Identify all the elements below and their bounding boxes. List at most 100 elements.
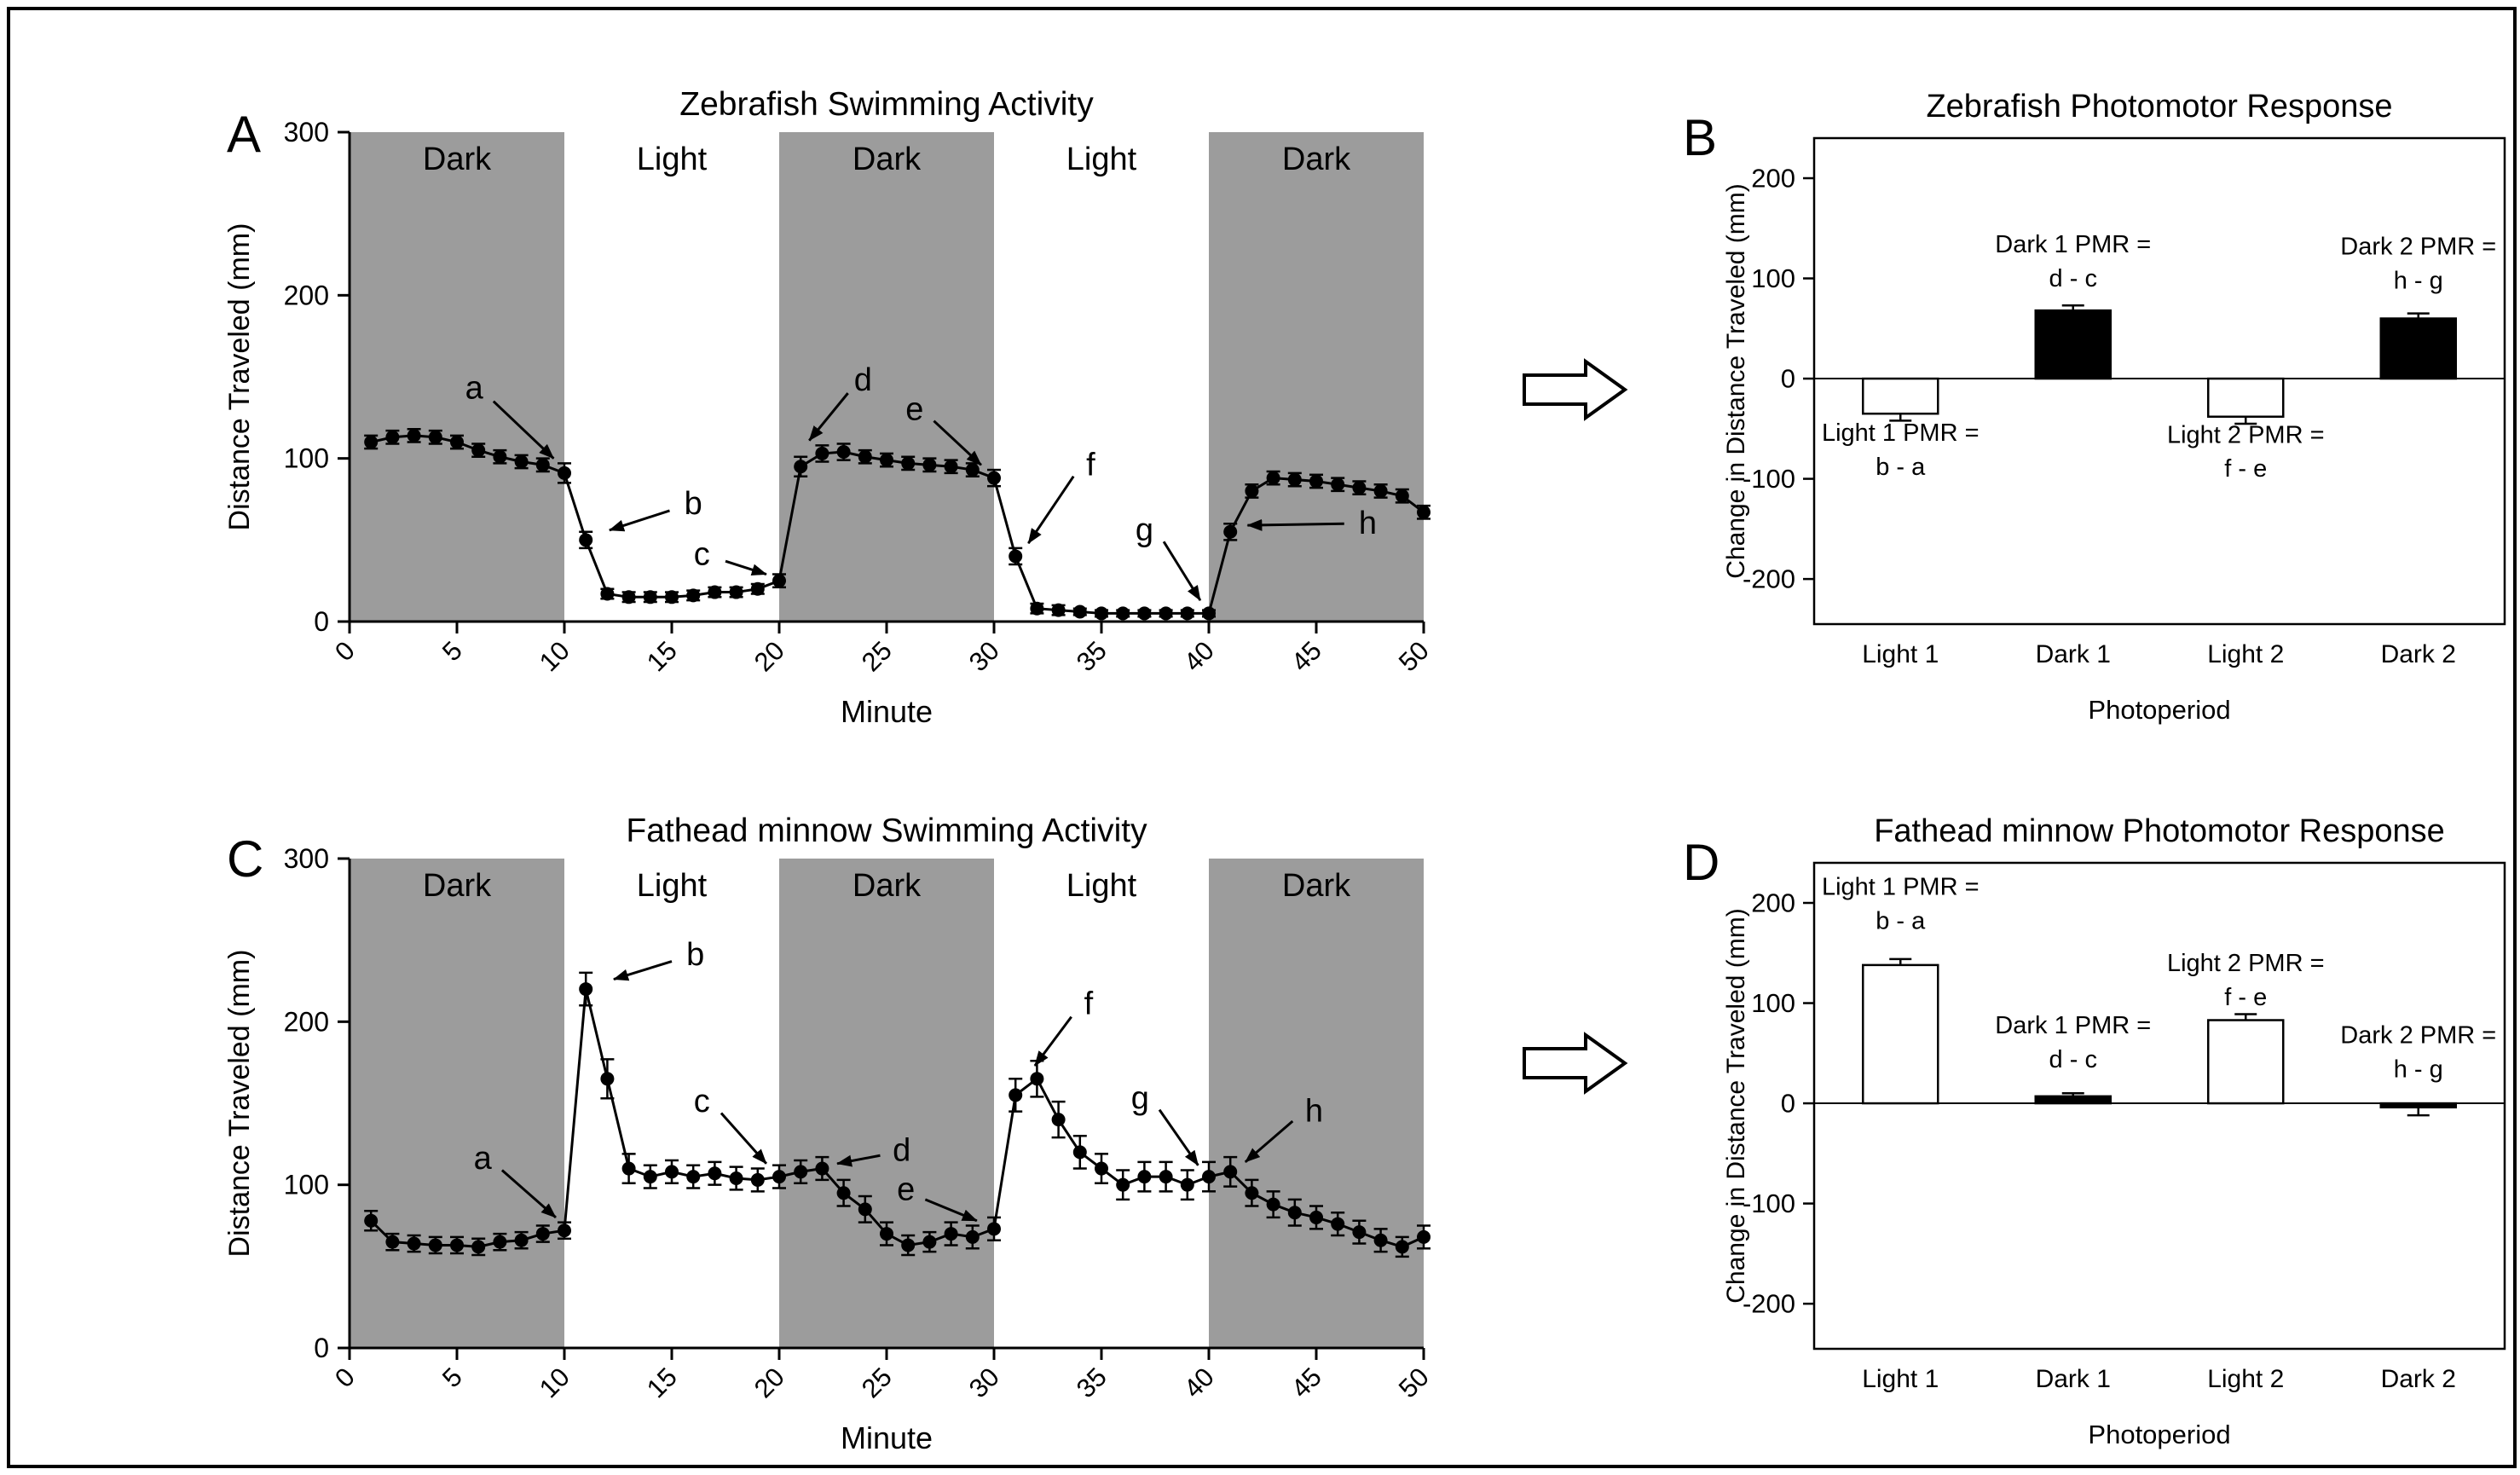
svg-text:Light 2 PMR =: Light 2 PMR = [2167,421,2325,448]
svg-text:Dark: Dark [1282,142,1351,177]
dark-period-shading [350,132,1424,622]
svg-text:0: 0 [314,606,329,637]
svg-text:b: b [685,486,702,522]
svg-text:h - g: h - g [2394,1056,2443,1084]
zebrafish-pmr-bar-chart: -200 -100 0 100 200 Light 1 PMR = b - a Dark 1 … [1722,89,2506,725]
minnow-activity-line-chart: Dark Light Dark Light Dark 0 100 200 300 0 5 10 15 20… [223,813,1435,1455]
svg-text:20: 20 [748,635,790,677]
svg-text:Dark: Dark [853,142,922,177]
svg-text:200: 200 [284,280,329,310]
flow-arrow-bottom [1523,1032,1628,1095]
svg-text:15: 15 [641,635,683,677]
y-axis-label: Distance Traveled (mm) [223,950,256,1258]
svg-text:Dark 1 PMR =: Dark 1 PMR = [1995,231,2151,258]
svg-text:Light 2: Light 2 [2207,1365,2284,1393]
svg-text:40: 40 [1178,1362,1220,1403]
bars [1862,304,2457,425]
bar [2207,377,2285,418]
svg-text:d - c: d - c [2049,1046,2097,1073]
flow-arrow-top [1523,358,1628,421]
panel-label-c: C [227,830,264,888]
svg-text:g: g [1131,1080,1149,1116]
panel-label-a: A [227,106,262,163]
chart-title: Fathead minnow Photomotor Response [1874,813,2445,849]
svg-text:Light 1: Light 1 [1862,1365,1939,1393]
bar [2207,1019,2285,1105]
svg-text:300: 300 [284,843,329,874]
data-points [364,428,1431,621]
bar-annotations: Light 1 PMR = b - a Dark 1 PMR = d - c Light… [1822,874,2496,1084]
svg-text:15: 15 [641,1362,683,1403]
svg-text:e: e [905,391,923,427]
svg-text:b: b [686,937,704,973]
photoperiod-labels: Dark Light Dark Light Dark [423,868,1351,904]
chart-title: Zebrafish Swimming Activity [679,86,1094,123]
svg-text:Light: Light [637,142,708,177]
panel-label-d: D [1683,834,1720,891]
svg-text:300: 300 [284,117,329,148]
svg-text:a: a [474,1141,493,1177]
svg-text:100: 100 [1751,988,1795,1018]
svg-text:Light 2: Light 2 [2207,640,2284,668]
svg-text:d: d [854,362,872,398]
svg-text:30: 30 [963,635,1005,677]
svg-text:Dark 2: Dark 2 [2381,640,2456,668]
svg-text:Dark: Dark [423,142,492,177]
y-axis-ticks: -200 -100 0 100 200 [1743,164,1814,594]
svg-text:5: 5 [436,1362,468,1393]
svg-text:200: 200 [1751,888,1795,918]
svg-text:100: 100 [1751,263,1795,293]
svg-text:50: 50 [1393,1362,1435,1403]
y-axis-ticks: -200 -100 0 100 200 [1743,888,1814,1319]
category-labels: Light 1 Dark 1 Light 2 Dark 2 [1862,1365,2456,1393]
svg-text:-100: -100 [1743,1189,1795,1218]
category-labels: Light 1 Dark 1 Light 2 Dark 2 [1862,640,2456,668]
svg-text:f - e: f - e [2224,455,2267,483]
svg-text:h: h [1305,1094,1323,1130]
svg-text:50: 50 [1393,635,1435,677]
svg-text:f - e: f - e [2224,984,2267,1011]
svg-text:45: 45 [1286,1362,1327,1403]
svg-text:g: g [1136,512,1153,548]
svg-text:Light: Light [1066,142,1137,177]
svg-text:5: 5 [436,635,468,667]
svg-text:a: a [465,370,484,406]
bar [1862,377,1939,415]
svg-text:25: 25 [856,635,898,677]
svg-text:0: 0 [1781,1089,1795,1119]
bar-annotations: Light 1 PMR = b - a Dark 1 PMR = d - c Light… [1822,231,2496,483]
svg-text:d - c: d - c [2049,265,2097,292]
svg-text:Light 1: Light 1 [1862,640,1939,668]
panel-label-b: B [1683,109,1718,166]
svg-text:40: 40 [1178,635,1220,677]
svg-text:0: 0 [1781,364,1795,394]
svg-text:35: 35 [1071,1362,1113,1403]
svg-text:-200: -200 [1743,564,1795,594]
svg-text:c: c [694,537,710,573]
svg-text:c: c [694,1084,710,1119]
block-arrow-icon [1523,1032,1628,1095]
svg-text:b - a: b - a [1876,454,1926,481]
svg-text:25: 25 [856,1362,898,1403]
x-axis-label: Minute [841,694,933,729]
photoperiod-labels: Dark Light Dark Light Dark [423,142,1351,177]
plot-frame [1812,136,2506,626]
bar [2034,1095,2112,1105]
svg-text:Dark 2 PMR =: Dark 2 PMR = [2340,233,2496,260]
svg-text:100: 100 [284,1170,329,1200]
svg-text:Dark: Dark [853,868,922,904]
svg-text:Dark 1: Dark 1 [2036,1365,2111,1393]
svg-text:100: 100 [284,443,329,474]
svg-text:20: 20 [748,1362,790,1403]
svg-text:b - a: b - a [1876,908,1926,935]
svg-text:45: 45 [1286,635,1327,677]
bar [2034,309,2112,380]
svg-text:-200: -200 [1743,1289,1795,1319]
minnow-pmr-bar-chart: -200 -100 0 100 200 Light 1 PMR = b - a Dark 1 … [1722,813,2506,1449]
bar [2379,317,2457,380]
svg-text:e: e [897,1171,915,1207]
svg-text:h - g: h - g [2394,267,2443,294]
svg-text:Dark 2: Dark 2 [2381,1365,2456,1393]
